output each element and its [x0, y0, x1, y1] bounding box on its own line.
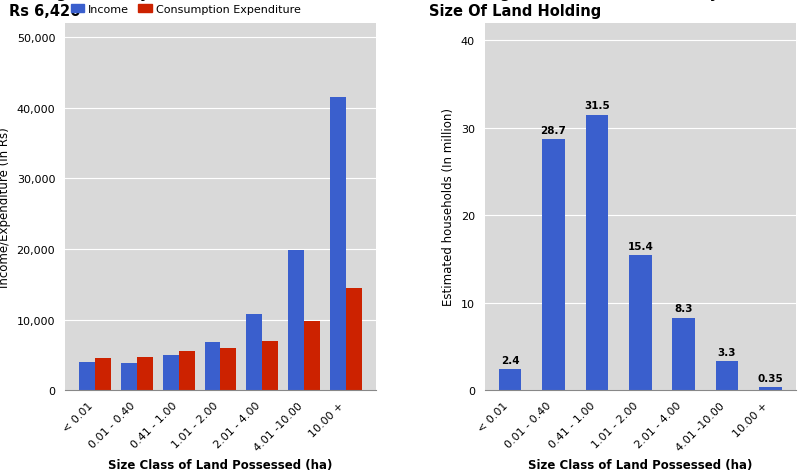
Bar — [178, 351, 195, 390]
Bar — [220, 348, 236, 390]
Bar — [162, 355, 178, 390]
Text: India's Agricultural Households, By
Size Of Land Holding: India's Agricultural Households, By Size… — [428, 0, 718, 19]
Bar — [246, 314, 262, 390]
Text: Average Monthly Income Of A Farmer:
Rs 6,426: Average Monthly Income Of A Farmer: Rs 6… — [9, 0, 324, 19]
Bar — [714, 362, 737, 390]
Text: 15.4: 15.4 — [627, 242, 652, 252]
Text: 28.7: 28.7 — [540, 126, 566, 136]
Bar — [345, 288, 362, 390]
Bar — [758, 387, 781, 390]
Y-axis label: Estimated households (In million): Estimated households (In million) — [442, 108, 455, 306]
Bar — [672, 318, 694, 390]
Bar — [585, 116, 607, 390]
Bar — [262, 341, 278, 390]
Text: 31.5: 31.5 — [583, 101, 609, 111]
Bar — [136, 357, 152, 390]
Bar — [542, 140, 564, 390]
Bar — [204, 342, 220, 390]
Bar — [79, 362, 95, 390]
Text: 0.35: 0.35 — [757, 373, 783, 383]
Bar — [288, 251, 303, 390]
X-axis label: Size Class of Land Possessed (ha): Size Class of Land Possessed (ha) — [527, 458, 752, 471]
Bar — [629, 256, 650, 390]
Bar — [329, 98, 345, 390]
Text: 8.3: 8.3 — [674, 304, 692, 314]
X-axis label: Size Class of Land Possessed (ha): Size Class of Land Possessed (ha) — [108, 458, 333, 471]
Y-axis label: Income/Expenditure (In Rs): Income/Expenditure (In Rs) — [0, 127, 11, 288]
Text: 2.4: 2.4 — [500, 355, 519, 365]
Bar — [498, 369, 521, 390]
Text: 3.3: 3.3 — [717, 347, 736, 357]
Bar — [121, 364, 136, 390]
Bar — [303, 321, 320, 390]
Legend: Income, Consumption Expenditure: Income, Consumption Expenditure — [71, 5, 300, 15]
Bar — [95, 358, 111, 390]
